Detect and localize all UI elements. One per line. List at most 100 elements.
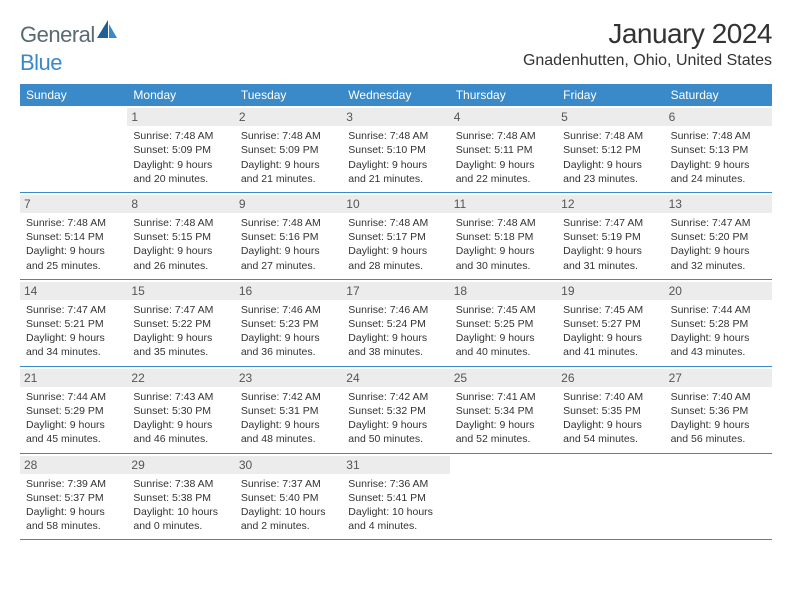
sunrise-text: Sunrise: 7:48 AM (348, 216, 443, 230)
sunset-text: Sunset: 5:27 PM (563, 317, 658, 331)
calendar: Sunday Monday Tuesday Wednesday Thursday… (20, 84, 772, 540)
day-cell: 18Sunrise: 7:45 AMSunset: 5:25 PMDayligh… (450, 280, 557, 366)
sunrise-text: Sunrise: 7:42 AM (348, 390, 443, 404)
daylight-text: and 25 minutes. (26, 259, 121, 273)
day-number: 21 (20, 369, 127, 387)
day-number: 16 (235, 282, 342, 300)
daylight-text: and 21 minutes. (348, 172, 443, 186)
sunset-text: Sunset: 5:18 PM (456, 230, 551, 244)
daylight-text: and 36 minutes. (241, 345, 336, 359)
sunset-text: Sunset: 5:38 PM (133, 491, 228, 505)
weekday-fri: Friday (557, 84, 664, 106)
sunset-text: Sunset: 5:30 PM (133, 404, 228, 418)
day-number: 15 (127, 282, 234, 300)
week-row: 21Sunrise: 7:44 AMSunset: 5:29 PMDayligh… (20, 367, 772, 454)
day-cell: 19Sunrise: 7:45 AMSunset: 5:27 PMDayligh… (557, 280, 664, 366)
sunset-text: Sunset: 5:23 PM (241, 317, 336, 331)
daylight-text: and 40 minutes. (456, 345, 551, 359)
brand-part1: General (20, 22, 95, 48)
weekday-header: Sunday Monday Tuesday Wednesday Thursday… (20, 84, 772, 106)
sunrise-text: Sunrise: 7:40 AM (563, 390, 658, 404)
daylight-text: Daylight: 9 hours (241, 158, 336, 172)
sunrise-text: Sunrise: 7:44 AM (671, 303, 766, 317)
daylight-text: Daylight: 9 hours (563, 158, 658, 172)
sunrise-text: Sunrise: 7:48 AM (348, 129, 443, 143)
daylight-text: Daylight: 9 hours (671, 158, 766, 172)
daylight-text: and 58 minutes. (26, 519, 121, 533)
daylight-text: Daylight: 10 hours (241, 505, 336, 519)
sunrise-text: Sunrise: 7:48 AM (133, 129, 228, 143)
day-cell: 2Sunrise: 7:48 AMSunset: 5:09 PMDaylight… (235, 106, 342, 192)
day-cell (450, 454, 557, 540)
daylight-text: and 0 minutes. (133, 519, 228, 533)
day-cell (20, 106, 127, 192)
weekday-thu: Thursday (450, 84, 557, 106)
daylight-text: and 46 minutes. (133, 432, 228, 446)
sunrise-text: Sunrise: 7:39 AM (26, 477, 121, 491)
day-cell: 12Sunrise: 7:47 AMSunset: 5:19 PMDayligh… (557, 193, 664, 279)
daylight-text: Daylight: 9 hours (671, 244, 766, 258)
sunrise-text: Sunrise: 7:41 AM (456, 390, 551, 404)
day-cell: 25Sunrise: 7:41 AMSunset: 5:34 PMDayligh… (450, 367, 557, 453)
sunrise-text: Sunrise: 7:46 AM (241, 303, 336, 317)
day-cell: 10Sunrise: 7:48 AMSunset: 5:17 PMDayligh… (342, 193, 449, 279)
day-cell: 31Sunrise: 7:36 AMSunset: 5:41 PMDayligh… (342, 454, 449, 540)
day-number: 6 (665, 108, 772, 126)
day-number: 8 (127, 195, 234, 213)
day-cell: 15Sunrise: 7:47 AMSunset: 5:22 PMDayligh… (127, 280, 234, 366)
daylight-text: Daylight: 9 hours (456, 244, 551, 258)
daylight-text: and 31 minutes. (563, 259, 658, 273)
title-block: January 2024 Gnadenhutten, Ohio, United … (523, 18, 772, 70)
daylight-text: and 20 minutes. (133, 172, 228, 186)
day-cell: 6Sunrise: 7:48 AMSunset: 5:13 PMDaylight… (665, 106, 772, 192)
sunrise-text: Sunrise: 7:44 AM (26, 390, 121, 404)
sunrise-text: Sunrise: 7:40 AM (671, 390, 766, 404)
day-number: 1 (127, 108, 234, 126)
day-cell: 7Sunrise: 7:48 AMSunset: 5:14 PMDaylight… (20, 193, 127, 279)
day-number: 19 (557, 282, 664, 300)
sunset-text: Sunset: 5:35 PM (563, 404, 658, 418)
day-number: 27 (665, 369, 772, 387)
sunrise-text: Sunrise: 7:48 AM (26, 216, 121, 230)
sunset-text: Sunset: 5:20 PM (671, 230, 766, 244)
daylight-text: and 35 minutes. (133, 345, 228, 359)
daylight-text: and 21 minutes. (241, 172, 336, 186)
daylight-text: Daylight: 9 hours (563, 418, 658, 432)
day-number: 9 (235, 195, 342, 213)
page-root: General January 2024 Gnadenhutten, Ohio,… (0, 0, 792, 550)
daylight-text: Daylight: 9 hours (241, 244, 336, 258)
day-cell (665, 454, 772, 540)
sunrise-text: Sunrise: 7:48 AM (241, 216, 336, 230)
sunrise-text: Sunrise: 7:46 AM (348, 303, 443, 317)
sunrise-text: Sunrise: 7:47 AM (671, 216, 766, 230)
daylight-text: Daylight: 9 hours (133, 331, 228, 345)
weeks-container: 1Sunrise: 7:48 AMSunset: 5:09 PMDaylight… (20, 106, 772, 540)
day-number: 29 (127, 456, 234, 474)
daylight-text: Daylight: 9 hours (456, 418, 551, 432)
sunrise-text: Sunrise: 7:48 AM (133, 216, 228, 230)
day-cell: 17Sunrise: 7:46 AMSunset: 5:24 PMDayligh… (342, 280, 449, 366)
day-number: 24 (342, 369, 449, 387)
location-text: Gnadenhutten, Ohio, United States (523, 52, 772, 70)
day-number: 5 (557, 108, 664, 126)
day-number: 13 (665, 195, 772, 213)
sunset-text: Sunset: 5:17 PM (348, 230, 443, 244)
daylight-text: and 45 minutes. (26, 432, 121, 446)
day-cell: 16Sunrise: 7:46 AMSunset: 5:23 PMDayligh… (235, 280, 342, 366)
sunset-text: Sunset: 5:31 PM (241, 404, 336, 418)
sunset-text: Sunset: 5:24 PM (348, 317, 443, 331)
sunset-text: Sunset: 5:10 PM (348, 143, 443, 157)
day-number: 26 (557, 369, 664, 387)
day-number: 11 (450, 195, 557, 213)
sunset-text: Sunset: 5:37 PM (26, 491, 121, 505)
daylight-text: and 41 minutes. (563, 345, 658, 359)
brand-part2: Blue (20, 50, 62, 76)
sunset-text: Sunset: 5:19 PM (563, 230, 658, 244)
day-cell: 14Sunrise: 7:47 AMSunset: 5:21 PMDayligh… (20, 280, 127, 366)
week-row: 7Sunrise: 7:48 AMSunset: 5:14 PMDaylight… (20, 193, 772, 280)
day-number: 20 (665, 282, 772, 300)
daylight-text: and 28 minutes. (348, 259, 443, 273)
weekday-sat: Saturday (665, 84, 772, 106)
daylight-text: and 23 minutes. (563, 172, 658, 186)
day-cell: 13 Sunrise: 7:47 AMSunset: 5:20 PMDayligh… (665, 193, 772, 279)
